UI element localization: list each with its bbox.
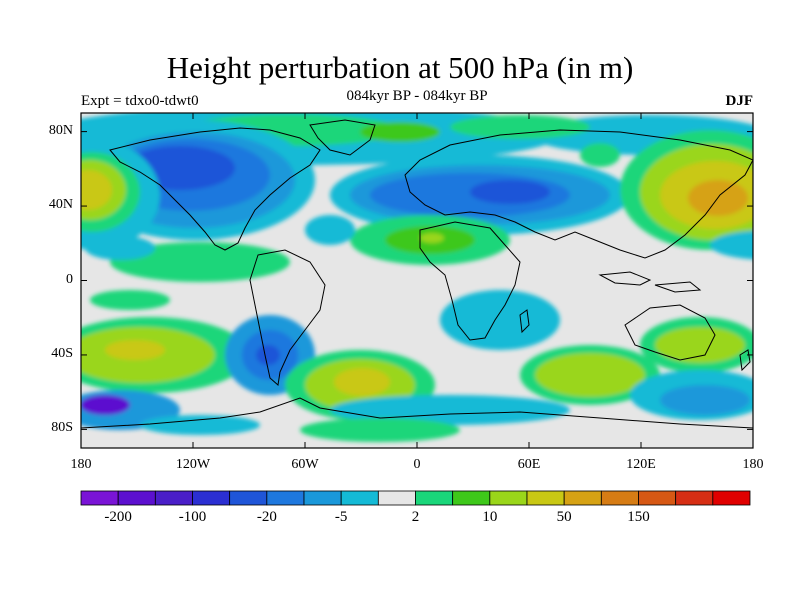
- lon-tick-label: 180: [70, 457, 92, 472]
- lat-tick-label: 80N: [48, 122, 73, 138]
- colorbar-label: -100: [178, 509, 207, 525]
- plot-title: Height perturbation at 500 hPa (in m): [166, 50, 634, 85]
- colorbar-swatch: [154, 490, 193, 506]
- period-label: 084kyr BP - 084kyr BP: [346, 88, 488, 104]
- colorbar-swatch: [377, 490, 416, 506]
- colorbar-label: 2: [411, 509, 420, 525]
- colorbar-label: -5: [334, 509, 348, 525]
- lon-tick-label: 0: [413, 457, 421, 472]
- colorbar-label: -200: [104, 509, 132, 525]
- colorbar-swatch: [526, 490, 565, 506]
- colorbar-label: 50: [556, 509, 572, 525]
- colorbar-swatch: [303, 490, 342, 506]
- experiment-label: Expt = tdxo0-tdwt0: [81, 93, 199, 109]
- colorbar-swatch: [192, 490, 231, 506]
- colorbar-label: 150: [627, 509, 650, 525]
- colorbar: [80, 490, 751, 506]
- axis-ticks: [80, 113, 754, 448]
- lon-tick-label: 120W: [175, 457, 211, 472]
- colorbar-swatch: [563, 490, 602, 506]
- lat-tick-label: 40S: [51, 345, 73, 361]
- lon-tick-label: 60W: [291, 457, 319, 472]
- colorbar-swatch: [415, 490, 454, 506]
- lon-tick-label: 180: [742, 457, 764, 472]
- contour-field: [81, 113, 753, 448]
- colorbar-swatch: [266, 490, 305, 506]
- colorbar-swatch: [638, 490, 677, 506]
- lat-tick-label: 80S: [51, 420, 73, 436]
- colorbar-swatch: [452, 490, 491, 506]
- lon-tick-label: 120E: [626, 457, 656, 472]
- colorbar-label: -20: [256, 509, 277, 525]
- colorbar-swatch: [229, 490, 268, 506]
- colorbar-swatch: [600, 490, 639, 506]
- coastlines: [81, 119, 753, 429]
- colorbar-swatch: [489, 490, 528, 506]
- colorbar-swatch: [712, 490, 751, 506]
- season-label: DJF: [725, 93, 754, 109]
- colorbar-swatch: [80, 490, 119, 506]
- lon-tick-label: 60E: [517, 457, 541, 472]
- lat-tick-label: 40N: [48, 197, 73, 213]
- lat-tick-label: 0: [66, 271, 73, 287]
- colorbar-swatch: [340, 490, 379, 506]
- colorbar-swatch: [117, 490, 156, 506]
- colorbar-swatch: [675, 490, 714, 506]
- colorbar-label: 10: [482, 509, 498, 525]
